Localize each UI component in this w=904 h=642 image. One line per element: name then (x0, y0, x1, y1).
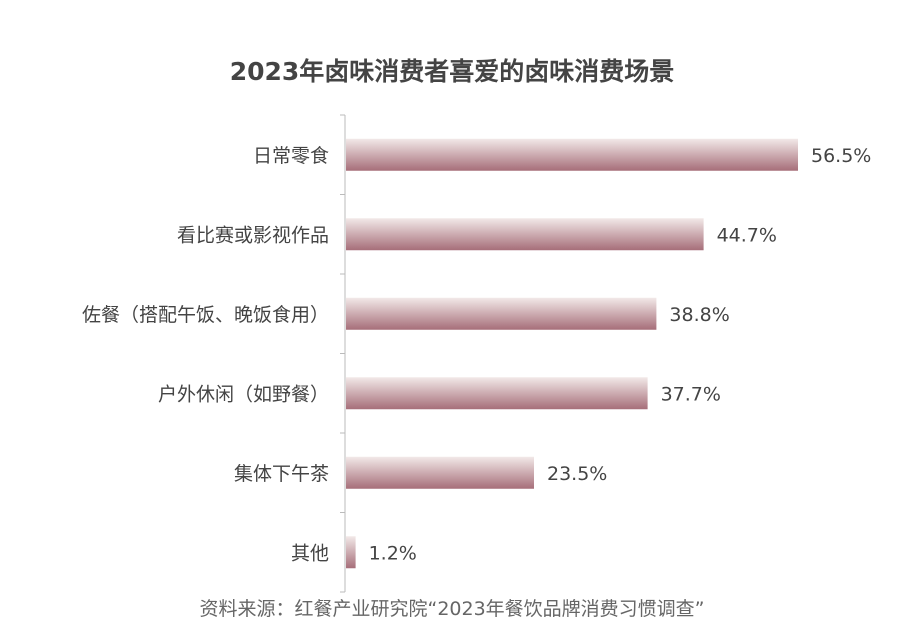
category-label: 佐餐（搭配午饭、晚饭食用） (82, 304, 329, 326)
bar (346, 138, 798, 171)
data-label: 1.2% (369, 542, 417, 564)
data-label: 44.7% (717, 224, 777, 246)
category-label: 日常零食 (253, 145, 329, 167)
category-label: 户外休闲（如野餐） (158, 383, 329, 405)
data-label: 38.8% (669, 304, 729, 326)
bar (346, 536, 356, 569)
source-note: 资料来源：红餐产业研究院“2023年餐饮品牌消费习惯调查” (199, 598, 705, 620)
category-label: 其他 (291, 542, 329, 564)
data-label: 56.5% (811, 145, 871, 167)
chart-title: 2023年卤味消费者喜爱的卤味消费场景 (229, 57, 675, 86)
bar (346, 297, 657, 330)
bar (346, 218, 704, 251)
category-label: 集体下午茶 (234, 463, 329, 485)
data-label: 23.5% (547, 463, 607, 485)
bar (346, 456, 534, 489)
data-label: 37.7% (661, 383, 721, 405)
bar (346, 377, 648, 410)
category-label: 看比赛或影视作品 (177, 224, 329, 246)
